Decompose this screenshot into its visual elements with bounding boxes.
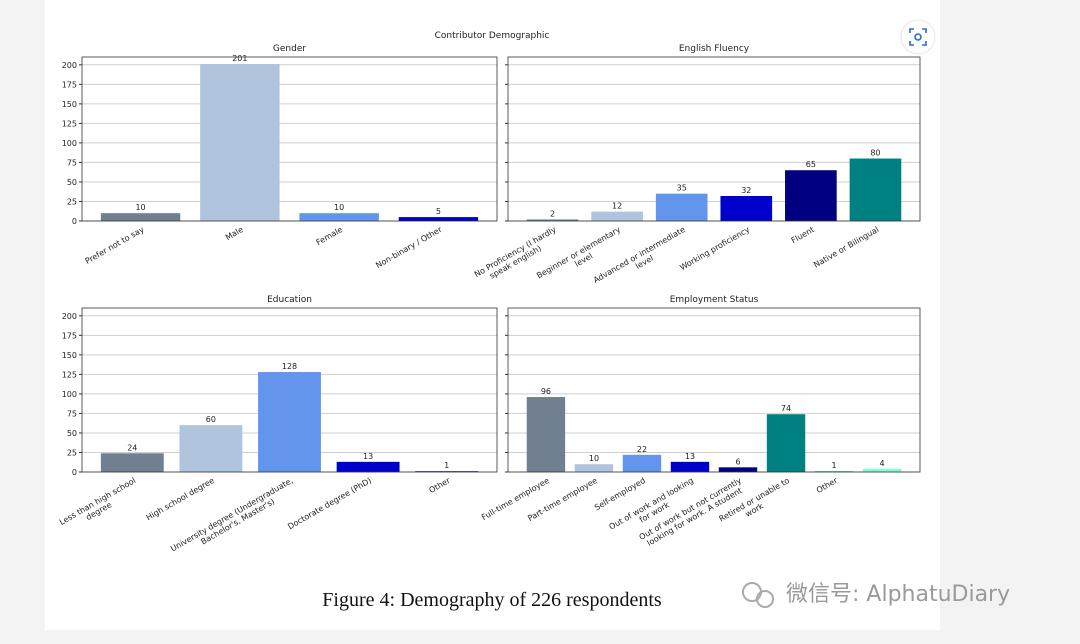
y-tick-label: 50 bbox=[67, 178, 77, 187]
bar bbox=[862, 468, 902, 472]
y-tick-label: 75 bbox=[67, 158, 77, 167]
value-label: 13 bbox=[363, 452, 373, 461]
value-label: 2 bbox=[550, 209, 555, 218]
value-label: 65 bbox=[806, 160, 816, 169]
value-label: 10 bbox=[589, 454, 599, 463]
bar bbox=[200, 64, 280, 222]
figure-background bbox=[45, 0, 940, 630]
value-label: 12 bbox=[612, 202, 622, 211]
y-tick-label: 150 bbox=[62, 351, 77, 360]
bar bbox=[720, 196, 773, 221]
watermark-icon bbox=[742, 582, 774, 608]
bar bbox=[622, 454, 662, 472]
value-label: 96 bbox=[541, 387, 551, 396]
value-label: 10 bbox=[135, 203, 145, 212]
bar bbox=[258, 372, 321, 472]
value-label: 32 bbox=[741, 186, 751, 195]
subplot-title: English Fluency bbox=[679, 44, 750, 54]
bar bbox=[670, 461, 710, 472]
bar bbox=[766, 414, 806, 472]
value-label: 80 bbox=[870, 149, 880, 158]
value-label: 1 bbox=[444, 461, 449, 470]
axes-frame bbox=[507, 307, 921, 473]
y-tick-label: 0 bbox=[72, 468, 77, 477]
scan-button[interactable] bbox=[900, 19, 936, 55]
value-label: 5 bbox=[436, 207, 441, 216]
value-label: 10 bbox=[334, 203, 344, 212]
value-label: 74 bbox=[781, 404, 791, 413]
y-tick-label: 175 bbox=[62, 80, 77, 89]
bar bbox=[100, 453, 164, 472]
value-label: 6 bbox=[735, 457, 740, 466]
bar bbox=[398, 217, 479, 221]
value-label: 13 bbox=[685, 452, 695, 461]
value-label: 1 bbox=[831, 461, 836, 470]
y-tick-label: 0 bbox=[72, 217, 77, 226]
caption: Figure 4: Demography of 226 respondents bbox=[322, 589, 662, 611]
value-label: 60 bbox=[206, 415, 216, 424]
bar bbox=[655, 193, 708, 221]
value-label: 128 bbox=[282, 362, 297, 371]
y-tick-label: 100 bbox=[62, 390, 77, 399]
y-tick-label: 175 bbox=[62, 331, 77, 340]
y-tick-label: 125 bbox=[62, 119, 77, 128]
y-tick-label: 75 bbox=[67, 409, 77, 418]
bar bbox=[299, 213, 379, 221]
bar bbox=[526, 219, 579, 221]
subplot-title: Gender bbox=[273, 44, 306, 54]
bar bbox=[718, 467, 758, 472]
axes-frame bbox=[81, 307, 498, 473]
bar bbox=[849, 158, 902, 221]
subplot-title: Employment Status bbox=[670, 295, 759, 305]
subplot-title: Education bbox=[267, 295, 312, 305]
axes-frame bbox=[81, 56, 498, 222]
y-tick-label: 100 bbox=[62, 139, 77, 148]
value-label: 4 bbox=[880, 459, 885, 468]
value-label: 201 bbox=[232, 54, 247, 63]
y-tick-label: 200 bbox=[62, 312, 77, 321]
bar bbox=[336, 461, 400, 472]
bar bbox=[785, 170, 837, 221]
value-label: 22 bbox=[637, 445, 647, 454]
suptitle: Contributor Demographic bbox=[435, 31, 550, 41]
bar bbox=[100, 213, 181, 221]
value-label: 24 bbox=[127, 443, 137, 452]
axes-frame bbox=[507, 56, 921, 222]
bar bbox=[591, 211, 643, 221]
watermark: 微信号: AlphatuDiary bbox=[786, 582, 1010, 607]
y-tick-label: 50 bbox=[67, 429, 77, 438]
y-tick-label: 150 bbox=[62, 100, 77, 109]
y-tick-label: 25 bbox=[67, 448, 77, 457]
bar bbox=[179, 425, 243, 472]
y-tick-label: 200 bbox=[62, 61, 77, 70]
value-label: 35 bbox=[677, 184, 687, 193]
bar bbox=[526, 397, 566, 472]
bar bbox=[574, 464, 614, 472]
y-tick-label: 25 bbox=[67, 197, 77, 206]
y-tick-label: 125 bbox=[62, 370, 77, 379]
